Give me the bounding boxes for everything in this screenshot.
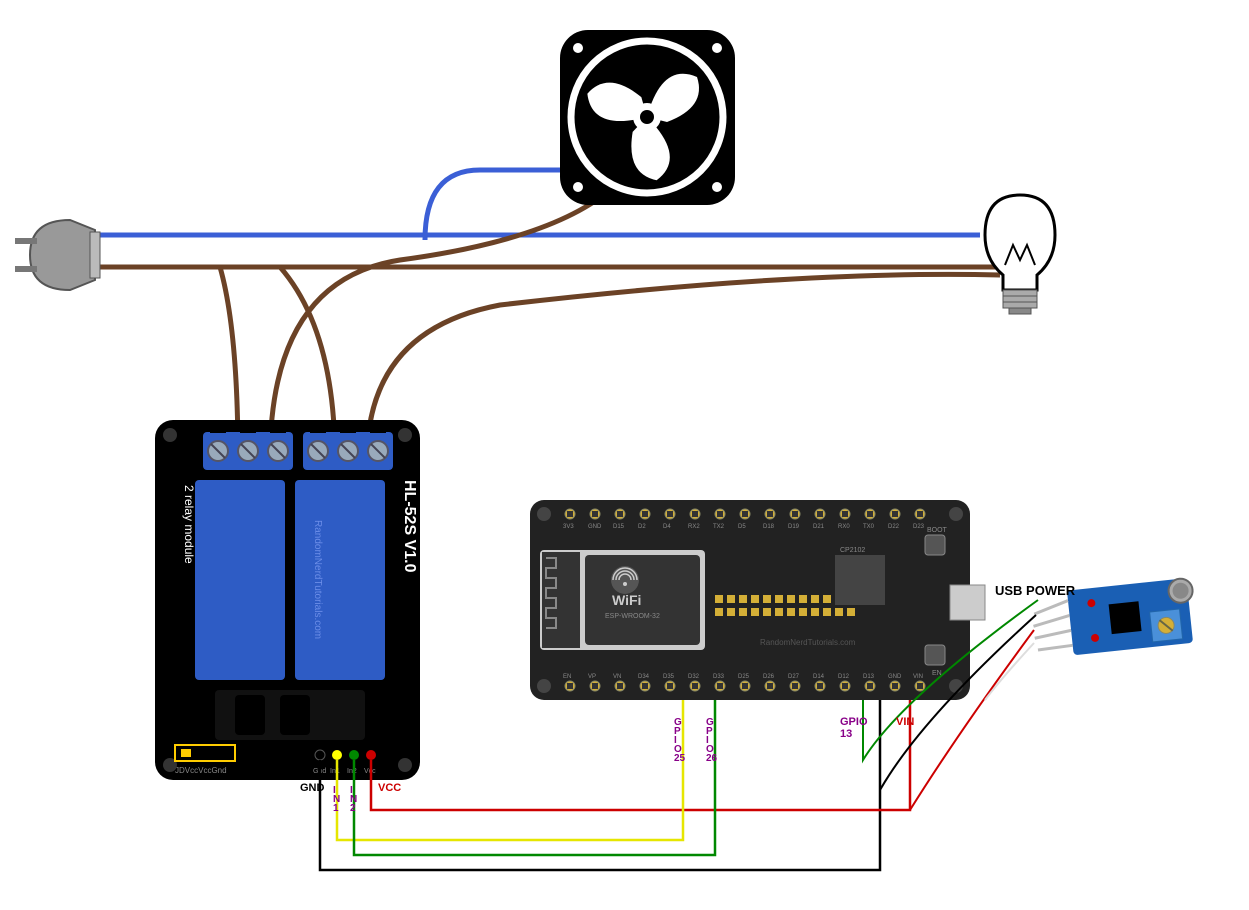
svg-text:In1: In1	[330, 768, 340, 775]
gpio25-label: GPIO25	[674, 718, 685, 763]
wifi-text: WiFi	[612, 592, 641, 608]
svg-text:D21: D21	[813, 524, 825, 530]
in2-label: IN2	[350, 786, 357, 813]
svg-text:D13: D13	[863, 674, 875, 680]
relay-subtitle: 2 relay module	[182, 485, 196, 564]
esp32-pins-bottom: EN VP VN D34 D35 D32 D33 D25 D26 D27 D14 D12 D13 GND V…	[563, 674, 925, 691]
mains-wires	[95, 150, 1000, 460]
svg-text:D35: D35	[663, 674, 675, 680]
svg-text:D19: D19	[788, 524, 800, 530]
gpio26-label: GPIO26	[706, 718, 717, 763]
bulb-icon	[985, 195, 1055, 314]
svg-text:D26: D26	[763, 674, 775, 680]
vin-label: VIN	[896, 716, 914, 728]
svg-text:D33: D33	[713, 674, 725, 680]
svg-text:D15: D15	[613, 524, 625, 530]
ac-plug	[15, 220, 100, 290]
svg-text:EN: EN	[563, 674, 571, 680]
svg-text:D34: D34	[638, 674, 650, 680]
svg-text:TX0: TX0	[863, 524, 875, 530]
usb-power-label: USB POWER	[995, 583, 1075, 598]
svg-text:D23: D23	[913, 524, 925, 530]
svg-text:D32: D32	[688, 674, 700, 680]
svg-text:RX2: RX2	[688, 524, 700, 530]
esp32-board: 3V3 GND D15 D2 D4 RX2 TX2 D5 D18 D19 D21 RX0 TX0 D22 D…	[530, 500, 985, 700]
svg-text:In2: In2	[347, 768, 357, 775]
wiring-diagram: RandomNerdTutorials.com JDVccVccGnd Gnd …	[0, 0, 1249, 910]
svg-text:VN: VN	[613, 674, 621, 680]
svg-text:D18: D18	[763, 524, 775, 530]
jumper-label: JDVccVccGnd	[175, 766, 227, 775]
svg-text:D4: D4	[663, 524, 671, 530]
svg-text:D2: D2	[638, 524, 646, 530]
svg-text:D5: D5	[738, 524, 746, 530]
svg-text:D22: D22	[888, 524, 900, 530]
svg-text:D14: D14	[813, 674, 825, 680]
module-text: ESP-WROOM-32	[605, 613, 660, 620]
svg-text:CP2102: CP2102	[840, 547, 865, 554]
in1-label: IN1	[333, 786, 340, 813]
esp32-watermark: RandomNerdTutorials.com	[760, 638, 856, 647]
boot-label: BOOT	[927, 527, 948, 534]
svg-text:VP: VP	[588, 674, 596, 680]
svg-text:RX0: RX0	[838, 524, 850, 530]
svg-text:D12: D12	[838, 674, 850, 680]
vcc-label: VCC	[378, 782, 401, 794]
svg-text:GND: GND	[888, 674, 902, 680]
svg-text:GND: GND	[588, 524, 602, 530]
relay-title: HL-52S V1.0	[401, 480, 418, 573]
relay-watermark: RandomNerdTutorials.com	[312, 520, 323, 639]
gpio13-label: GPIO13	[840, 716, 868, 740]
relay-module: RandomNerdTutorials.com JDVccVccGnd Gnd …	[155, 420, 420, 780]
svg-text:VIN: VIN	[913, 674, 923, 680]
svg-text:3V3: 3V3	[563, 524, 574, 530]
svg-text:D27: D27	[788, 674, 800, 680]
gnd-label: GND	[300, 782, 324, 794]
fan-icon	[560, 30, 735, 205]
svg-text:D25: D25	[738, 674, 750, 680]
svg-text:TX2: TX2	[713, 524, 725, 530]
